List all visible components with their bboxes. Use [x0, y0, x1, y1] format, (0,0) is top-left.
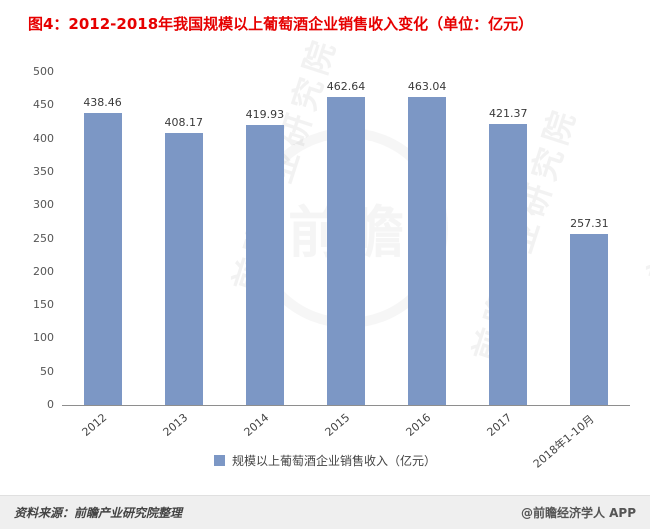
- bar-2018年1-10月: [570, 233, 609, 405]
- y-tick-label: 400: [33, 131, 54, 145]
- footer-bar: 资料来源：前瞻产业研究院整理 @前瞻经济学人 APP: [0, 495, 650, 529]
- bar-2013: [164, 133, 203, 405]
- y-tick-label: 500: [33, 65, 54, 78]
- bar-2014: [245, 125, 284, 405]
- chart-title: 图4：2012-2018年我国规模以上葡萄酒企业销售收入变化（单位：亿元）: [28, 15, 534, 33]
- y-tick-label: 0: [47, 398, 54, 411]
- x-tick-label: 2014: [241, 411, 272, 439]
- x-tick-label: 2015: [322, 411, 353, 439]
- y-tick-label: 300: [33, 198, 54, 212]
- y-axis: 0 50 100 150 200 250 300 350 400 450 500: [18, 66, 54, 411]
- bar-2016: [408, 96, 447, 405]
- bar-value-label: 438.46: [83, 96, 122, 109]
- credit-note: @前瞻经济学人 APP: [520, 506, 636, 520]
- bar-2017: [489, 124, 528, 405]
- bar-value-label: 408.17: [164, 116, 203, 130]
- legend: 规模以上葡萄酒企业销售收入（亿元）: [0, 452, 650, 469]
- y-tick-label: 150: [33, 298, 54, 312]
- legend-swatch: [213, 455, 225, 466]
- y-tick-label: 250: [33, 231, 54, 245]
- y-tick-label: 450: [33, 98, 54, 112]
- y-tick-label: 350: [33, 164, 54, 178]
- x-axis-labels: 2012 2013 2014 2015 2016 2017 2018年1-10月: [62, 407, 630, 471]
- y-tick-label: 100: [33, 331, 54, 345]
- bar-value-label: 419.93: [245, 108, 285, 122]
- y-tick-label: 200: [33, 264, 54, 278]
- x-tick-label: 2016: [403, 411, 434, 439]
- source-note: 资料来源：前瞻产业研究院整理: [14, 506, 183, 520]
- bar-value-label: 421.37: [489, 107, 528, 121]
- plot-area: 438.46 408.17 419.93 462.64 463.04 421.37 257.…: [62, 72, 630, 406]
- x-tick-label: 2013: [160, 411, 191, 439]
- y-tick-label: 50: [40, 364, 54, 378]
- legend-label: 规模以上葡萄酒企业销售收入（亿元）: [231, 454, 436, 468]
- bar-2015: [327, 96, 365, 405]
- bar-value-label: 257.31: [570, 216, 609, 230]
- bar-2012: [83, 113, 122, 405]
- x-tick-label: 2012: [79, 411, 109, 439]
- watermark-text: 前瞻产业研究院: [640, 21, 650, 286]
- bar-value-label: 462.64: [326, 79, 366, 93]
- bar-value-label: 463.04: [407, 79, 447, 93]
- x-tick-label: 2017: [484, 411, 515, 439]
